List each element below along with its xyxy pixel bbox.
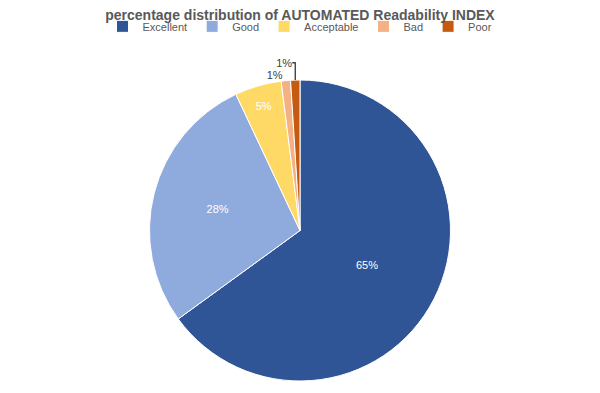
svg-text:1%: 1% (276, 57, 292, 69)
svg-text:5%: 5% (256, 100, 272, 112)
svg-text:65%: 65% (356, 259, 378, 271)
svg-text:1%: 1% (267, 69, 283, 81)
svg-text:Acceptable: Acceptable (304, 21, 358, 33)
svg-text:28%: 28% (207, 203, 229, 215)
svg-text:percentage distribution of AUT: percentage distribution of AUTOMATED Rea… (105, 7, 495, 23)
svg-text:Good: Good (232, 21, 259, 33)
svg-text:Excellent: Excellent (143, 21, 188, 33)
svg-text:Bad: Bad (404, 21, 424, 33)
svg-text:Poor: Poor (468, 21, 492, 33)
